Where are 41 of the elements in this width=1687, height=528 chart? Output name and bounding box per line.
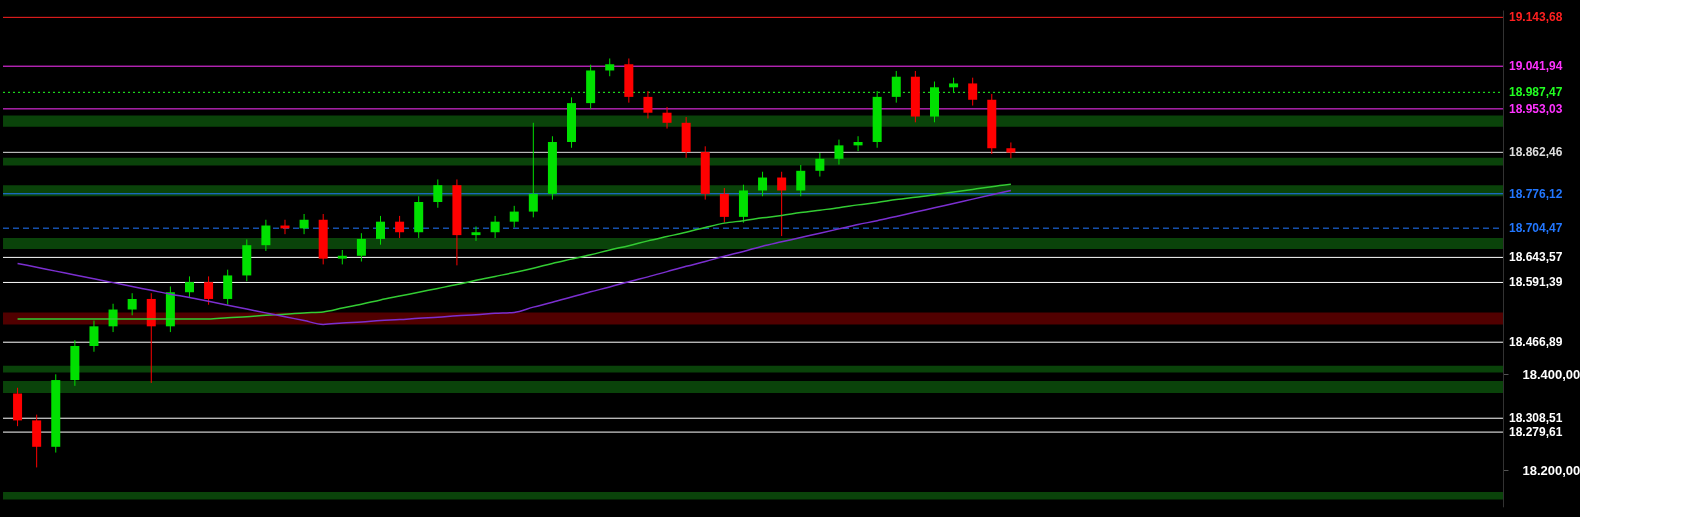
candlestick xyxy=(719,187,729,224)
ref-line-label: 18.704,47 xyxy=(1509,221,1563,236)
candlestick xyxy=(662,106,672,130)
candlestick xyxy=(528,122,538,218)
ref-line-label: 18.466,89 xyxy=(1509,335,1563,350)
candlestick xyxy=(509,205,519,228)
ref-line-label: 18.643,57 xyxy=(1509,250,1563,265)
ref-line-label: 18.987,47 xyxy=(1509,85,1563,100)
candlestick xyxy=(433,178,443,209)
candlestick xyxy=(127,292,137,316)
candlestick xyxy=(643,90,653,119)
candlestick xyxy=(777,171,787,237)
ref-line-label: 18.776,12 xyxy=(1509,186,1563,201)
ref-line-label: 18.591,39 xyxy=(1509,275,1563,290)
candlestick xyxy=(89,320,99,353)
candlestick xyxy=(891,70,901,104)
candlestick xyxy=(299,213,309,235)
ref-line-label: 18.862,46 xyxy=(1509,145,1563,160)
y-tick-label: 18.200,00 xyxy=(1522,462,1581,478)
candlestick xyxy=(204,275,214,306)
ref-line-label: 18.308,51 xyxy=(1509,411,1563,426)
ref-line-label: 19.041,94 xyxy=(1509,59,1563,74)
candlestick xyxy=(356,232,366,263)
candlestick xyxy=(815,152,825,178)
ref-line-label: 19.143,68 xyxy=(1509,10,1563,25)
candlestick xyxy=(490,215,500,239)
candlestick xyxy=(968,77,978,107)
candlestick xyxy=(261,219,271,252)
candlestick xyxy=(395,215,405,239)
candlestick xyxy=(471,225,481,242)
ref-line-label: 18.279,61 xyxy=(1509,425,1563,440)
candlestick xyxy=(853,135,863,152)
candlestick xyxy=(834,139,844,166)
candlestick xyxy=(796,164,806,197)
candlestick xyxy=(184,275,194,299)
candlestick xyxy=(376,215,385,246)
ref-line-label: 18.953,03 xyxy=(1509,101,1563,116)
candlestick xyxy=(758,171,768,197)
candlestick xyxy=(223,269,233,306)
y-tick-label: 18.400,00 xyxy=(1522,366,1581,382)
candlestick xyxy=(1006,141,1016,159)
